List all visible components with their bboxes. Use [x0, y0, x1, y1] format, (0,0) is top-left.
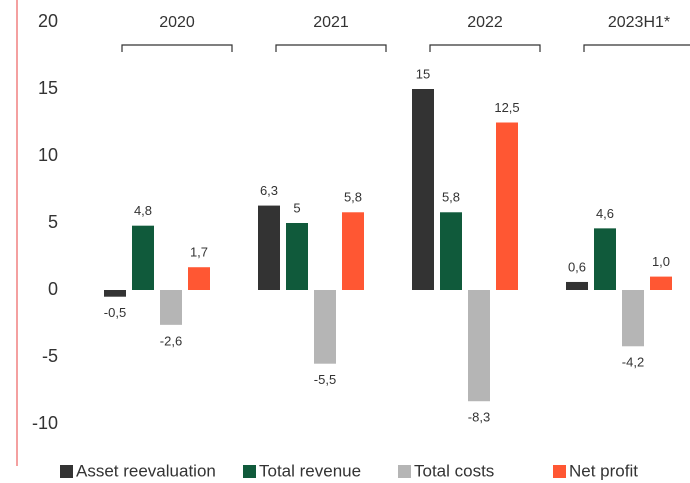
value-label: 0,6: [568, 259, 586, 274]
bar: [132, 225, 154, 290]
value-label: 15: [416, 66, 430, 81]
value-label: -5,5: [314, 372, 336, 387]
x-tick-label: 2022: [467, 14, 503, 31]
value-label: 5,8: [344, 190, 362, 205]
x-tick-label: 2021: [313, 14, 349, 31]
group-bracket: [429, 44, 541, 52]
legend-label: Total revenue: [259, 461, 361, 480]
legend-swatch: [553, 465, 566, 478]
group-bracket: [583, 44, 690, 52]
bar: [594, 228, 616, 290]
bar: [440, 212, 462, 290]
value-label: 1,7: [190, 245, 208, 260]
bar: [314, 290, 336, 364]
value-label: 4,8: [134, 203, 152, 218]
y-tick-label: 10: [38, 145, 58, 165]
x-tick-label: 2020: [159, 14, 195, 31]
bar: [468, 290, 490, 402]
x-tick-label: 2023H1*: [608, 14, 670, 31]
value-label: -4,2: [622, 355, 644, 370]
value-label: 5,8: [442, 190, 460, 205]
y-tick-label: -10: [32, 413, 58, 433]
y-tick-label: 20: [38, 11, 58, 31]
legend-swatch: [243, 465, 256, 478]
legend-label: Asset reevaluation: [76, 461, 216, 480]
y-tick-label: -5: [42, 346, 58, 366]
y-tick-label: 0: [48, 279, 58, 299]
legend-swatch: [398, 465, 411, 478]
legend-swatch: [60, 465, 73, 478]
bar: [496, 122, 518, 290]
legend-label: Total costs: [414, 461, 494, 480]
value-label: 4,6: [596, 206, 614, 221]
legend-label: Net profit: [569, 461, 638, 480]
bar: [412, 89, 434, 290]
bar: [566, 281, 588, 290]
value-label: 6,3: [260, 183, 278, 198]
value-label: -0,5: [104, 305, 126, 320]
value-label: 1,0: [652, 254, 670, 269]
group-bracket: [275, 44, 387, 52]
bar: [286, 223, 308, 290]
bar: [104, 290, 126, 297]
value-label: -8,3: [468, 410, 490, 425]
value-label: 5: [293, 200, 300, 215]
bar: [258, 205, 280, 290]
y-tick-label: 15: [38, 78, 58, 98]
value-label: 12,5: [494, 100, 519, 115]
group-bracket: [121, 44, 233, 52]
y-tick-label: 5: [48, 212, 58, 232]
bar: [650, 276, 672, 290]
bar: [188, 267, 210, 290]
value-label: -2,6: [160, 333, 182, 348]
bar: [342, 212, 364, 290]
bar: [160, 290, 182, 325]
bar: [622, 290, 644, 347]
